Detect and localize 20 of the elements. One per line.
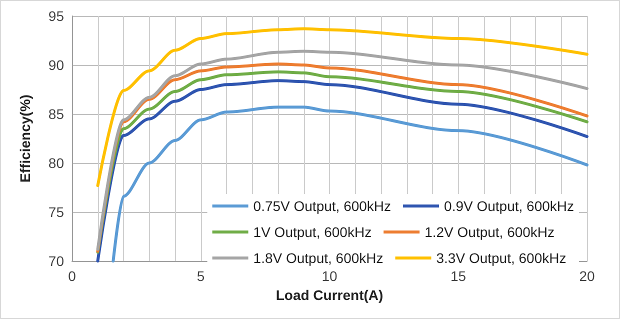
y-axis-title: Efficiency(%) bbox=[17, 94, 33, 182]
legend-label: 0.9V Output, 600kHz bbox=[444, 198, 574, 214]
x-tick-label: 0 bbox=[68, 268, 76, 284]
y-tick-label: 85 bbox=[48, 106, 64, 122]
y-tick-label: 95 bbox=[48, 8, 64, 24]
legend-label: 3.3V Output, 600kHz bbox=[436, 250, 566, 266]
line-series bbox=[96, 27, 588, 188]
legend-label: 0.75V Output, 600kHz bbox=[253, 198, 392, 214]
x-tick-label: 10 bbox=[322, 268, 338, 284]
y-tick-label: 75 bbox=[48, 204, 64, 220]
y-tick-label: 90 bbox=[48, 57, 64, 73]
y-tick-label: 70 bbox=[48, 253, 64, 269]
x-axis-title: Load Current(A) bbox=[276, 286, 384, 303]
x-tick-label: 20 bbox=[579, 268, 595, 284]
x-tick-label: 15 bbox=[450, 268, 466, 284]
legend-label: 1.8V Output, 600kHz bbox=[253, 250, 384, 266]
legend-label: 1V Output, 600kHz bbox=[253, 224, 372, 240]
x-tick-label: 5 bbox=[196, 268, 205, 284]
legend-label: 1.2V Output, 600kHz bbox=[424, 224, 555, 240]
y-tick-label: 80 bbox=[48, 155, 64, 171]
